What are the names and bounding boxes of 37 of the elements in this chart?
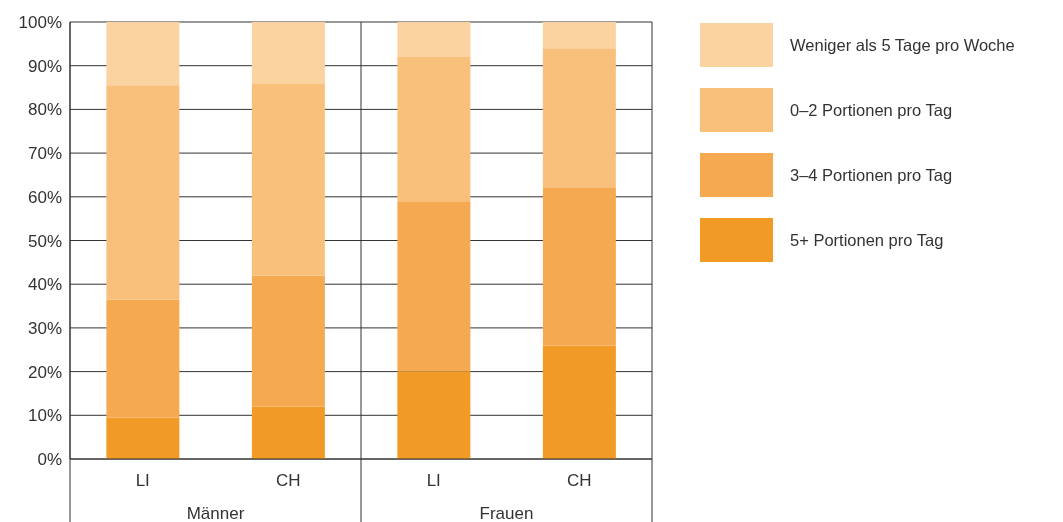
bar [397,22,471,57]
bar [397,371,471,459]
bar [106,85,180,300]
bar [251,22,325,84]
y-tick-label: 90% [27,56,62,76]
bar [397,56,471,202]
text: Frauen [479,504,534,522]
y-tick-label: 10% [27,406,62,426]
bar [251,406,325,459]
y-tick-label: 60% [27,187,62,207]
text: 5+ Portionen pro Tag [790,230,944,250]
y-tick-label: 0% [37,450,62,470]
x-tick-label: LI [426,471,441,490]
bar [106,417,180,459]
y-tick-label: 100% [18,13,62,33]
y-tick-label: 50% [27,231,62,251]
bar [251,83,325,276]
y-tick-label: 20% [27,362,62,382]
y-tick-label: 70% [27,144,62,164]
text: Männer [186,504,245,522]
text: 0–2 Portionen pro Tag [790,100,953,120]
y-tick-label: 40% [27,275,62,295]
bar [251,275,325,407]
bar [106,299,180,418]
x-tick-label: CH [275,471,301,490]
y-tick-label: 30% [27,318,62,338]
text: Weniger als 5 Tage pro Woche [790,35,1015,55]
bar [542,345,616,459]
bar [397,201,471,372]
bar [542,22,616,49]
bar [542,188,616,346]
y-tick-label: 80% [27,100,62,120]
x-tick-label: LI [135,471,150,490]
text: 3–4 Portionen pro Tag [790,165,953,185]
bar [106,22,180,86]
bar [542,48,616,189]
x-tick-label: CH [566,471,592,490]
